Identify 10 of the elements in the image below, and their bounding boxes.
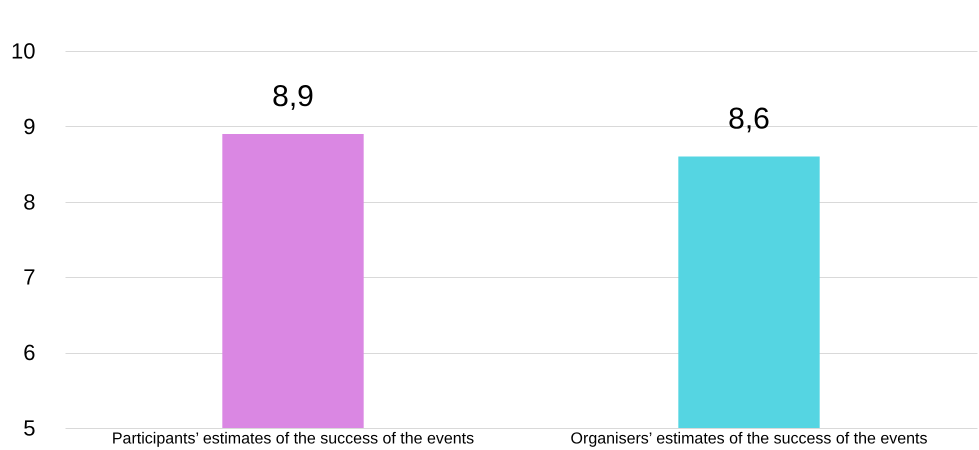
y-tick-label: 8 — [23, 189, 36, 214]
y-tick-label: 10 — [11, 38, 36, 64]
data-label: 8,9 — [272, 80, 314, 113]
y-tick-label: 9 — [23, 114, 36, 139]
y-tick-label: 5 — [23, 416, 36, 440]
y-tick-label: 6 — [23, 340, 36, 366]
y-tick-label: 7 — [23, 264, 36, 290]
data-label: 8,6 — [728, 102, 770, 136]
x-tick-label: Participants’ estimates of the success of the events — [112, 430, 474, 448]
x-tick-label: Organisers’ estimates of the success of the events — [570, 430, 928, 448]
